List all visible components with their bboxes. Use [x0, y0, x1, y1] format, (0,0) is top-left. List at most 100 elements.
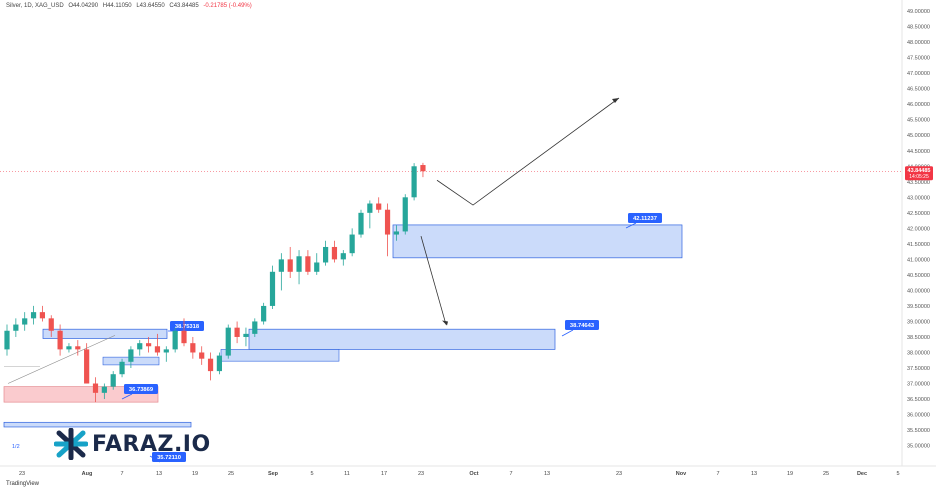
candle-up[interactable] — [101, 386, 107, 393]
x-tick-label: Sep — [268, 471, 279, 477]
x-tick-label: 17 — [381, 471, 387, 477]
candle-down[interactable] — [181, 330, 187, 344]
zone-label-pointer — [561, 329, 574, 337]
symbol-title[interactable]: Silver, 1D, XAG_USD — [6, 3, 64, 9]
candle-down[interactable] — [207, 358, 214, 372]
y-tick-label: 39.50000 — [907, 304, 930, 310]
candle-down[interactable] — [305, 256, 311, 272]
y-tick-label: 42.00000 — [907, 226, 930, 232]
trend-line[interactable] — [7, 335, 116, 384]
x-tick-label: 5 — [310, 471, 313, 477]
candle-down[interactable] — [146, 343, 152, 347]
x-tick-label: 23 — [19, 471, 25, 477]
candle-up[interactable] — [323, 246, 329, 263]
candle-down[interactable] — [234, 327, 240, 337]
candle-down[interactable] — [376, 203, 382, 210]
projection-down-path[interactable] — [420, 235, 447, 325]
y-tick-label: 43.00000 — [907, 195, 930, 201]
zone-35-72[interactable] — [3, 421, 192, 428]
zone-price-label-bg[interactable] — [565, 320, 599, 330]
x-tick-label: 5 — [896, 471, 899, 477]
countdown-label: 14:05:25 — [909, 174, 929, 180]
candle-down[interactable] — [57, 330, 63, 350]
zone-38-75-left[interactable] — [42, 328, 168, 339]
candle-up[interactable] — [128, 349, 134, 362]
candle-up[interactable] — [163, 349, 169, 353]
candle-up[interactable] — [349, 234, 355, 254]
close-value: C43.84485 — [169, 3, 199, 9]
x-tick-label: 19 — [192, 471, 198, 477]
candle-up[interactable] — [216, 355, 222, 372]
candle-up[interactable] — [252, 321, 258, 334]
candle-down[interactable] — [92, 383, 99, 393]
candle-down[interactable] — [199, 352, 205, 359]
change-value: -0.21785 (-0.49%) — [203, 3, 252, 9]
candle-down[interactable] — [48, 318, 54, 331]
y-tick-label: 44.50000 — [907, 149, 930, 155]
demand-zone-38-74[interactable] — [248, 328, 556, 350]
candle-up[interactable] — [393, 231, 399, 235]
x-tick-label: 11 — [344, 471, 350, 477]
candle-up[interactable] — [22, 318, 28, 325]
x-tick-label: Dec — [857, 471, 867, 477]
zone-price-label-bg[interactable] — [170, 321, 204, 331]
candle-up[interactable] — [402, 197, 408, 232]
y-tick-label: 41.50000 — [907, 242, 930, 248]
x-tick-label: 13 — [544, 471, 550, 477]
zone-label-pointer — [625, 222, 637, 229]
candle-down[interactable] — [75, 346, 81, 350]
demand-zone-42[interactable] — [392, 224, 683, 259]
candle-up[interactable] — [367, 203, 373, 213]
candle-up[interactable] — [243, 333, 249, 337]
candle-up[interactable] — [110, 374, 116, 387]
x-tick-label: Aug — [82, 471, 93, 477]
y-tick-label: 40.00000 — [907, 288, 930, 294]
candle-up[interactable] — [225, 327, 231, 356]
candle-down[interactable] — [420, 165, 426, 172]
candle-down[interactable] — [154, 346, 161, 353]
candle-up[interactable] — [119, 361, 125, 375]
candle-down[interactable] — [190, 343, 196, 353]
zone-price-label-bg[interactable] — [124, 384, 158, 394]
candle-up[interactable] — [30, 312, 37, 319]
y-tick-label: 38.50000 — [907, 335, 930, 341]
open-value: O44.04290 — [68, 3, 99, 9]
candle-up[interactable] — [358, 212, 364, 235]
x-tick-label: 7 — [120, 471, 123, 477]
candle-up[interactable] — [172, 330, 178, 350]
candle-down[interactable] — [384, 209, 391, 235]
projection-path[interactable] — [436, 97, 620, 206]
zone-price-label-bg[interactable] — [152, 452, 186, 462]
candle-up[interactable] — [269, 271, 276, 306]
zone-38-lower[interactable] — [220, 349, 340, 362]
candle-up[interactable] — [411, 166, 417, 198]
candle-up[interactable] — [13, 324, 19, 331]
candle-down[interactable] — [287, 259, 293, 272]
candle-up[interactable] — [296, 256, 302, 272]
red-zone-36-73[interactable] — [3, 386, 159, 403]
y-tick-label: 36.00000 — [907, 413, 930, 419]
y-tick-label: 35.00000 — [907, 444, 930, 450]
high-value: H44.11050 — [102, 3, 132, 9]
candle-down[interactable] — [331, 246, 338, 260]
logo-text: FARAZ.IO — [92, 431, 211, 457]
y-tick-label: 41.00000 — [907, 257, 930, 263]
candle-up[interactable] — [314, 262, 320, 272]
tradingview-brand[interactable]: TradingView — [6, 481, 39, 487]
candle-up[interactable] — [4, 330, 10, 350]
y-tick-label: 43.50000 — [907, 180, 930, 186]
candle-up[interactable] — [66, 346, 72, 350]
y-tick-label: 48.00000 — [907, 40, 930, 46]
low-value: L43.64550 — [136, 3, 165, 9]
projection-down-arrowhead — [442, 320, 448, 326]
candle-down[interactable] — [39, 312, 45, 319]
y-tick-label: 40.50000 — [907, 273, 930, 279]
candle-up[interactable] — [340, 253, 346, 260]
candle-up[interactable] — [137, 343, 143, 350]
candle-down[interactable] — [84, 349, 90, 384]
zone-price-label-bg[interactable] — [628, 213, 662, 223]
faraz-logo: FARAZ.IO — [54, 428, 211, 460]
candle-up[interactable] — [261, 305, 267, 322]
candle-up[interactable] — [278, 259, 284, 272]
